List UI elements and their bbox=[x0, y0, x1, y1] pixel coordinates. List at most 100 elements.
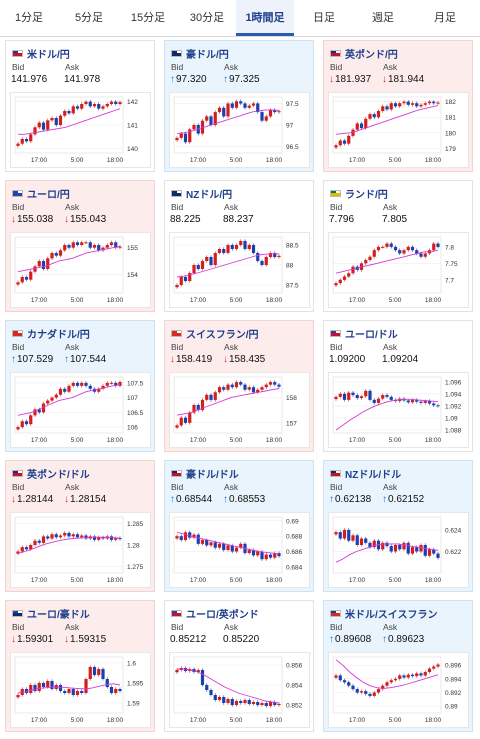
tab-timeframe[interactable]: 1分足 bbox=[14, 12, 44, 24]
card-title[interactable]: 英ポンド/ドル bbox=[12, 466, 150, 481]
candle-body bbox=[393, 103, 398, 107]
candlestick-chart: 0.624 0.622 17:00 5:00 18:00 bbox=[332, 516, 462, 584]
card-title[interactable]: 米ドル/スイスフラン bbox=[330, 606, 468, 621]
currency-card[interactable]: ユーロ/ドル Bid Ask 1.09200 1.09204 1.096 1.094 1.09… bbox=[323, 320, 473, 452]
plot-frame bbox=[14, 376, 124, 434]
currency-card[interactable]: NZドル/円 Bid Ask 88.225 88.237 88.5 88 87.5 17:00 5… bbox=[164, 180, 314, 312]
up-arrow-icon: ↑ bbox=[382, 494, 387, 505]
tab-timeframe[interactable]: 5分足 bbox=[74, 12, 104, 24]
pair-name: ユーロ/ドル bbox=[345, 330, 398, 341]
y-tick-label: 7.75 bbox=[445, 261, 458, 268]
candle-body bbox=[105, 382, 109, 386]
candle-body bbox=[75, 382, 80, 386]
candle-body bbox=[63, 691, 67, 693]
candle-body bbox=[260, 112, 264, 121]
tab-timeframe[interactable]: 1時間足 bbox=[236, 0, 294, 36]
bid-label: Bid bbox=[171, 342, 184, 352]
candle-body bbox=[101, 669, 105, 679]
candlestick-chart: 107.5 107 106.5 106 17:00 5:00 18:00 bbox=[14, 376, 144, 444]
bid-label: Bid bbox=[330, 202, 343, 212]
x-tick-label: 18:00 bbox=[266, 297, 283, 304]
card-title[interactable]: ユーロ/豪ドル bbox=[12, 606, 150, 621]
currency-card[interactable]: ランド/円 Bid Ask 7.796 7.805 7.8 7.75 7.7 17:00 5:00… bbox=[323, 180, 473, 312]
candle-body bbox=[88, 667, 92, 679]
card-title[interactable]: 米ドル/円 bbox=[12, 46, 150, 61]
card-title[interactable]: 豪ドル/ドル bbox=[171, 466, 309, 481]
card-title[interactable]: カナダドル/円 bbox=[12, 326, 150, 341]
y-tick-label: 7.8 bbox=[445, 244, 454, 251]
y-tick-label: 1.092 bbox=[445, 403, 462, 410]
candle-body bbox=[239, 543, 243, 548]
candle-body bbox=[247, 245, 251, 249]
candle-body bbox=[80, 382, 84, 386]
card-title[interactable]: ランド/円 bbox=[330, 186, 468, 201]
currency-card[interactable]: 英ポンド/ドル Bid Ask ↓1.28144 ↓1.28154 1.285 1.28 1.… bbox=[5, 460, 155, 592]
candle-body bbox=[188, 412, 192, 423]
x-tick-label: 5:00 bbox=[230, 577, 243, 584]
pair-name: NZドル/ドル bbox=[345, 470, 402, 481]
candle-body bbox=[410, 674, 415, 677]
candle-body bbox=[364, 260, 368, 264]
flag-icon bbox=[330, 470, 341, 477]
candle-body bbox=[419, 401, 423, 403]
x-tick-label: 18:00 bbox=[425, 437, 442, 444]
currency-card[interactable]: NZドル/ドル Bid Ask ↑0.62138 ↑0.62152 0.624 0.622 1… bbox=[323, 460, 473, 592]
candle-body bbox=[268, 554, 273, 558]
currency-card[interactable]: ユーロ/豪ドル Bid Ask ↓1.59301 ↓1.59315 1.6 1.595 1.5… bbox=[5, 600, 155, 732]
candle-body bbox=[179, 277, 183, 285]
price-chart: 1.096 1.094 1.092 1.09 1.088 17:00 5:00 18:00 bbox=[328, 372, 469, 448]
currency-card[interactable]: 米ドル/スイスフラン Bid Ask ↑0.89608 ↑0.89623 0.896 0.8… bbox=[323, 600, 473, 732]
candle-body bbox=[24, 421, 29, 425]
candle-body bbox=[92, 104, 97, 107]
candle-body bbox=[398, 103, 402, 107]
card-title[interactable]: ユーロ/ドル bbox=[330, 326, 468, 341]
candle-body bbox=[260, 387, 264, 390]
tab-timeframe[interactable]: 15分足 bbox=[130, 12, 166, 24]
down-arrow-icon: ↓ bbox=[329, 74, 334, 85]
currency-card[interactable]: 豪ドル/円 Bid Ask ↑97.320 ↑97.325 97.5 97 96.5 17:00… bbox=[164, 40, 314, 172]
candle-body bbox=[200, 261, 205, 269]
flag-part bbox=[172, 613, 181, 616]
y-tick-label: 0.892 bbox=[445, 690, 462, 697]
bid-label: Bid bbox=[330, 622, 343, 632]
plot-frame bbox=[173, 516, 283, 574]
candle-body bbox=[84, 382, 88, 386]
card-title[interactable]: スイスフラン/円 bbox=[171, 326, 309, 341]
currency-card[interactable]: 米ドル/円 Bid Ask 141.976 141.978 142 141 140 17:00 5… bbox=[5, 40, 155, 172]
currency-card[interactable]: 英ポンド/円 Bid Ask ↓181.937 ↓181.944 182 181 180 179… bbox=[323, 40, 473, 172]
card-title[interactable]: ユーロ/円 bbox=[12, 186, 150, 201]
candle-body bbox=[423, 672, 427, 676]
candle-body bbox=[101, 247, 105, 251]
candle-body bbox=[415, 103, 419, 107]
candle-body bbox=[226, 103, 230, 117]
tab-timeframe[interactable]: 週足 bbox=[372, 12, 394, 24]
candle-body bbox=[192, 534, 196, 538]
currency-card[interactable]: ユーロ/円 Bid Ask ↓155.038 ↓155.043 155 154 17:00 5:… bbox=[5, 180, 155, 312]
card-title[interactable]: 豪ドル/円 bbox=[171, 46, 309, 61]
y-tick-label: 1.6 bbox=[127, 661, 136, 668]
candle-body bbox=[205, 116, 209, 121]
currency-card[interactable]: スイスフラン/円 Bid Ask ↓158.419 ↓158.435 158 157 17:0… bbox=[164, 320, 314, 452]
candle-body bbox=[217, 543, 222, 548]
flag-icon bbox=[12, 330, 23, 337]
candle-body bbox=[196, 405, 200, 411]
candle-body bbox=[243, 384, 247, 390]
candle-body bbox=[410, 399, 415, 403]
candle-body bbox=[423, 253, 427, 257]
candle-body bbox=[16, 143, 20, 146]
currency-card[interactable]: ユーロ/英ポンド Bid Ask 0.85212 0.85220 0.856 0.854 0.… bbox=[164, 600, 314, 732]
currency-card[interactable]: 豪ドル/ドル Bid Ask ↑0.68544 ↑0.68553 0.69 0.688 0.6… bbox=[164, 460, 314, 592]
card-title[interactable]: NZドル/ドル bbox=[330, 466, 468, 481]
candle-body bbox=[24, 277, 29, 280]
pair-name: 豪ドル/ドル bbox=[186, 470, 239, 481]
card-title[interactable]: 英ポンド/円 bbox=[330, 46, 468, 61]
tab-timeframe[interactable]: 日足 bbox=[313, 12, 335, 24]
card-title[interactable]: ユーロ/英ポンド bbox=[171, 606, 309, 621]
candle-body bbox=[16, 427, 20, 430]
tab-timeframe[interactable]: 30分足 bbox=[189, 12, 225, 24]
candle-body bbox=[50, 253, 54, 259]
card-title[interactable]: NZドル/円 bbox=[171, 186, 309, 201]
tab-timeframe[interactable]: 月足 bbox=[434, 12, 456, 24]
currency-card[interactable]: カナダドル/円 Bid Ask ↑107.529 ↑107.544 107.5 107 106… bbox=[5, 320, 155, 452]
bid-value: ↑97.320 bbox=[170, 74, 207, 85]
